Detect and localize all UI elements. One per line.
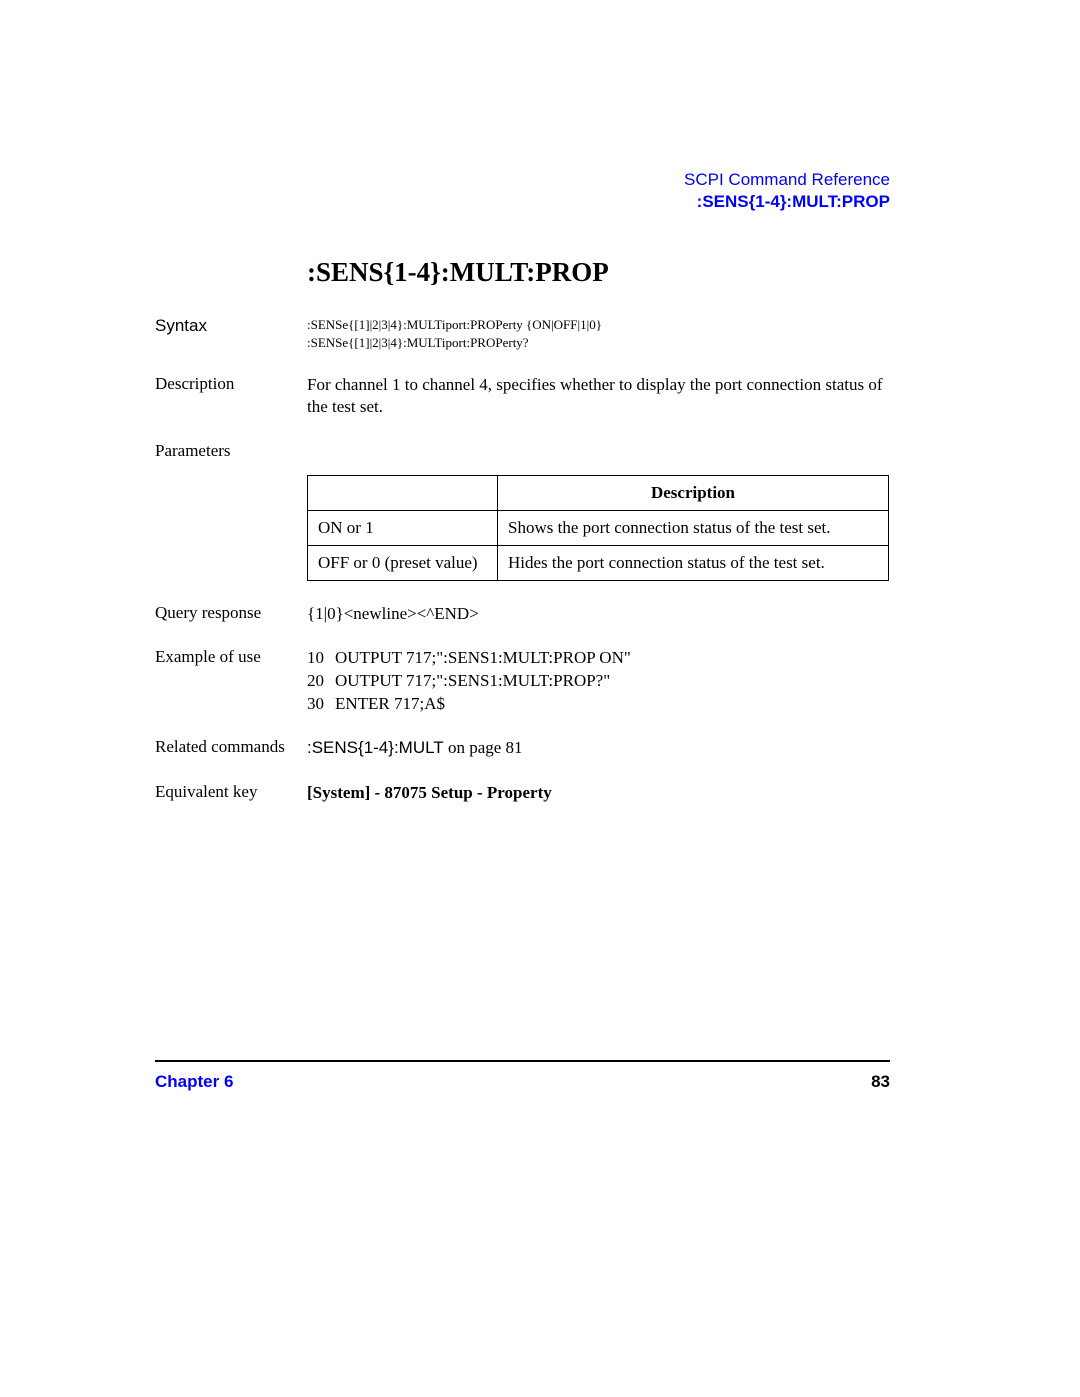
table-header-row: Description (308, 475, 889, 510)
query-response-value: {1|0}<newline><^END> (307, 603, 890, 625)
param-cell: OFF or 0 (preset value) (308, 545, 498, 580)
desc-cell: Shows the port connection status of the … (498, 510, 889, 545)
param-cell: ON or 1 (308, 510, 498, 545)
syntax-value: :SENSe{[1]|2|3|4}:MULTiport:PROPerty {ON… (307, 316, 890, 352)
description-label: Description (155, 374, 307, 394)
description-value: For channel 1 to channel 4, specifies wh… (307, 374, 890, 418)
desc-cell: Hides the port connection status of the … (498, 545, 889, 580)
related-command: :SENS{1-4}:MULT (307, 738, 444, 757)
parameters-table-wrap: Description ON or 1 Shows the port conne… (307, 475, 890, 581)
table-row: OFF or 0 (preset value) Hides the port c… (308, 545, 889, 580)
table-header-description: Description (498, 475, 889, 510)
footer-rule (155, 1060, 890, 1062)
related-label: Related commands (155, 737, 307, 757)
related-value: :SENS{1-4}:MULT on page 81 (307, 737, 890, 759)
header-reference: SCPI Command Reference (155, 170, 890, 190)
equivalent-row: Equivalent key [System] - 87075 Setup - … (155, 782, 890, 804)
header-subtitle: :SENS{1-4}:MULT:PROP (155, 192, 890, 212)
footer-page-number: 83 (871, 1072, 890, 1092)
example-line: 20 OUTPUT 717;":SENS1:MULT:PROP?" (307, 670, 890, 693)
related-suffix: on page 81 (444, 738, 523, 757)
table-header-empty (308, 475, 498, 510)
syntax-label: Syntax (155, 316, 307, 336)
footer-line: Chapter 6 83 (155, 1072, 890, 1092)
query-response-label: Query response (155, 603, 307, 623)
example-line-code: OUTPUT 717;":SENS1:MULT:PROP?" (335, 670, 610, 693)
page-content: SCPI Command Reference :SENS{1-4}:MULT:P… (155, 170, 890, 826)
page-footer: Chapter 6 83 (155, 1060, 890, 1092)
equivalent-value: [System] - 87075 Setup - Property (307, 782, 890, 804)
related-row: Related commands :SENS{1-4}:MULT on page… (155, 737, 890, 759)
description-row: Description For channel 1 to channel 4, … (155, 374, 890, 418)
example-line-code: OUTPUT 717;":SENS1:MULT:PROP ON" (335, 647, 631, 670)
section-heading: :SENS{1-4}:MULT:PROP (307, 257, 890, 288)
parameters-table: Description ON or 1 Shows the port conne… (307, 475, 889, 581)
example-line-code: ENTER 717;A$ (335, 693, 445, 716)
example-label: Example of use (155, 647, 307, 667)
example-value: 10 OUTPUT 717;":SENS1:MULT:PROP ON" 20 O… (307, 647, 890, 716)
query-response-row: Query response {1|0}<newline><^END> (155, 603, 890, 625)
page-header: SCPI Command Reference :SENS{1-4}:MULT:P… (155, 170, 890, 212)
footer-chapter: Chapter 6 (155, 1072, 233, 1092)
parameters-label: Parameters (155, 441, 307, 461)
table-row: ON or 1 Shows the port connection status… (308, 510, 889, 545)
syntax-line-2: :SENSe{[1]|2|3|4}:MULTiport:PROPerty? (307, 334, 890, 352)
example-line: 30 ENTER 717;A$ (307, 693, 890, 716)
parameters-row: Parameters (155, 441, 890, 461)
equivalent-label: Equivalent key (155, 782, 307, 802)
example-line-num: 20 (307, 670, 335, 693)
example-line-num: 30 (307, 693, 335, 716)
example-line: 10 OUTPUT 717;":SENS1:MULT:PROP ON" (307, 647, 890, 670)
example-row: Example of use 10 OUTPUT 717;":SENS1:MUL… (155, 647, 890, 716)
syntax-row: Syntax :SENSe{[1]|2|3|4}:MULTiport:PROPe… (155, 316, 890, 352)
syntax-line-1: :SENSe{[1]|2|3|4}:MULTiport:PROPerty {ON… (307, 316, 890, 334)
example-line-num: 10 (307, 647, 335, 670)
